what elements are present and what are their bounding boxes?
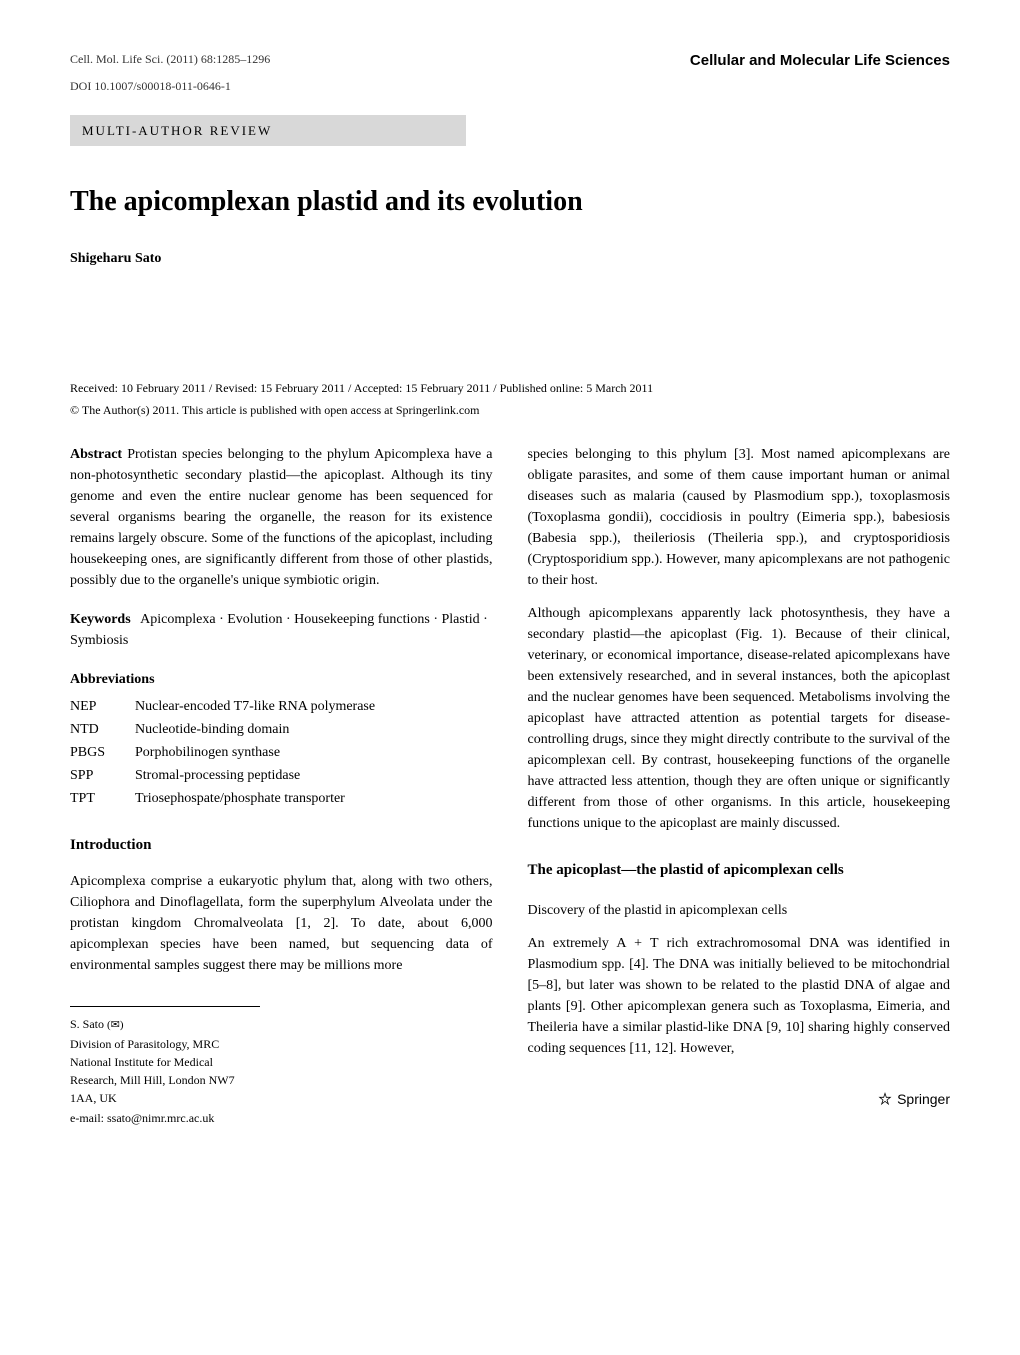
abbrev-row: PBGS Porphobilinogen synthase (70, 742, 493, 763)
abbrev-key: NEP (70, 696, 135, 717)
abbreviations-table: NEP Nuclear-encoded T7-like RNA polymera… (70, 696, 493, 809)
abbrev-key: NTD (70, 719, 135, 740)
keywords-block: Keywords Apicomplexa · Evolution · House… (70, 609, 493, 651)
left-column: Abstract Protistan species belonging to … (70, 444, 493, 1127)
author-name: Shigeharu Sato (70, 248, 950, 269)
abstract-label: Abstract (70, 447, 122, 462)
article-type: MULTI-AUTHOR REVIEW (70, 115, 466, 147)
footer-author-name: S. Sato (✉) (70, 1015, 260, 1034)
springer-icon (877, 1092, 893, 1108)
footer-name-text: S. Sato (70, 1017, 104, 1031)
abbrev-val: Stromal-processing peptidase (135, 765, 493, 786)
footer-affiliation: Division of Parasitology, MRC National I… (70, 1035, 260, 1107)
abstract-block: Abstract Protistan species belonging to … (70, 444, 493, 591)
article-dates: Received: 10 February 2011 / Revised: 15… (70, 379, 950, 397)
author-footer: S. Sato (✉) Division of Parasitology, MR… (70, 1006, 260, 1128)
publisher-label: Springer (897, 1091, 950, 1107)
abbrev-row: TPT Triosephospate/phosphate transporter (70, 788, 493, 809)
abbreviations-label: Abbreviations (70, 669, 493, 690)
introduction-heading: Introduction (70, 834, 493, 857)
abbrev-val: Nucleotide-binding domain (135, 719, 493, 740)
abbrev-val: Triosephospate/phosphate transporter (135, 788, 493, 809)
col2-paragraph-1: species belonging to this phylum [3]. Mo… (528, 444, 951, 591)
journal-ref: Cell. Mol. Life Sci. (2011) 68:1285–1296 (70, 50, 270, 73)
envelope-icon: (✉) (107, 1017, 124, 1034)
right-column: species belonging to this phylum [3]. Mo… (528, 444, 951, 1127)
col2-paragraph-2: Although apicomplexans apparently lack p… (528, 603, 951, 834)
two-column-layout: Abstract Protistan species belonging to … (70, 444, 950, 1127)
abbrev-val: Nuclear-encoded T7-like RNA polymerase (135, 696, 493, 717)
section2-sub-heading: Discovery of the plastid in apicomplexan… (528, 900, 951, 921)
footer-email: e-mail: ssato@nimr.mrc.ac.uk (70, 1109, 260, 1127)
intro-paragraph-1: Apicomplexa comprise a eukaryotic phylum… (70, 871, 493, 976)
abbrev-row: NTD Nucleotide-binding domain (70, 719, 493, 740)
doi: DOI 10.1007/s00018-011-0646-1 (70, 77, 950, 95)
copyright: © The Author(s) 2011. This article is pu… (70, 401, 950, 419)
keywords-label: Keywords (70, 612, 131, 627)
journal-name: Cellular and Molecular Life Sciences (690, 50, 950, 73)
abbrev-row: SPP Stromal-processing peptidase (70, 765, 493, 786)
article-title: The apicomplexan plastid and its evoluti… (70, 181, 950, 223)
section2-heading: The apicoplast—the plastid of apicomplex… (528, 859, 951, 882)
publisher-mark: Springer (528, 1089, 951, 1110)
sec2-paragraph-1: An extremely A + T rich extrachromosomal… (528, 933, 951, 1059)
abbrev-key: SPP (70, 765, 135, 786)
abbrev-key: TPT (70, 788, 135, 809)
abbrev-val: Porphobilinogen synthase (135, 742, 493, 763)
keywords-text: Apicomplexa · Evolution · Housekeeping f… (70, 612, 488, 648)
header-top: Cell. Mol. Life Sci. (2011) 68:1285–1296… (70, 50, 950, 73)
abbrev-key: PBGS (70, 742, 135, 763)
abstract-text: Protistan species belonging to the phylu… (70, 447, 493, 588)
abbrev-row: NEP Nuclear-encoded T7-like RNA polymera… (70, 696, 493, 717)
